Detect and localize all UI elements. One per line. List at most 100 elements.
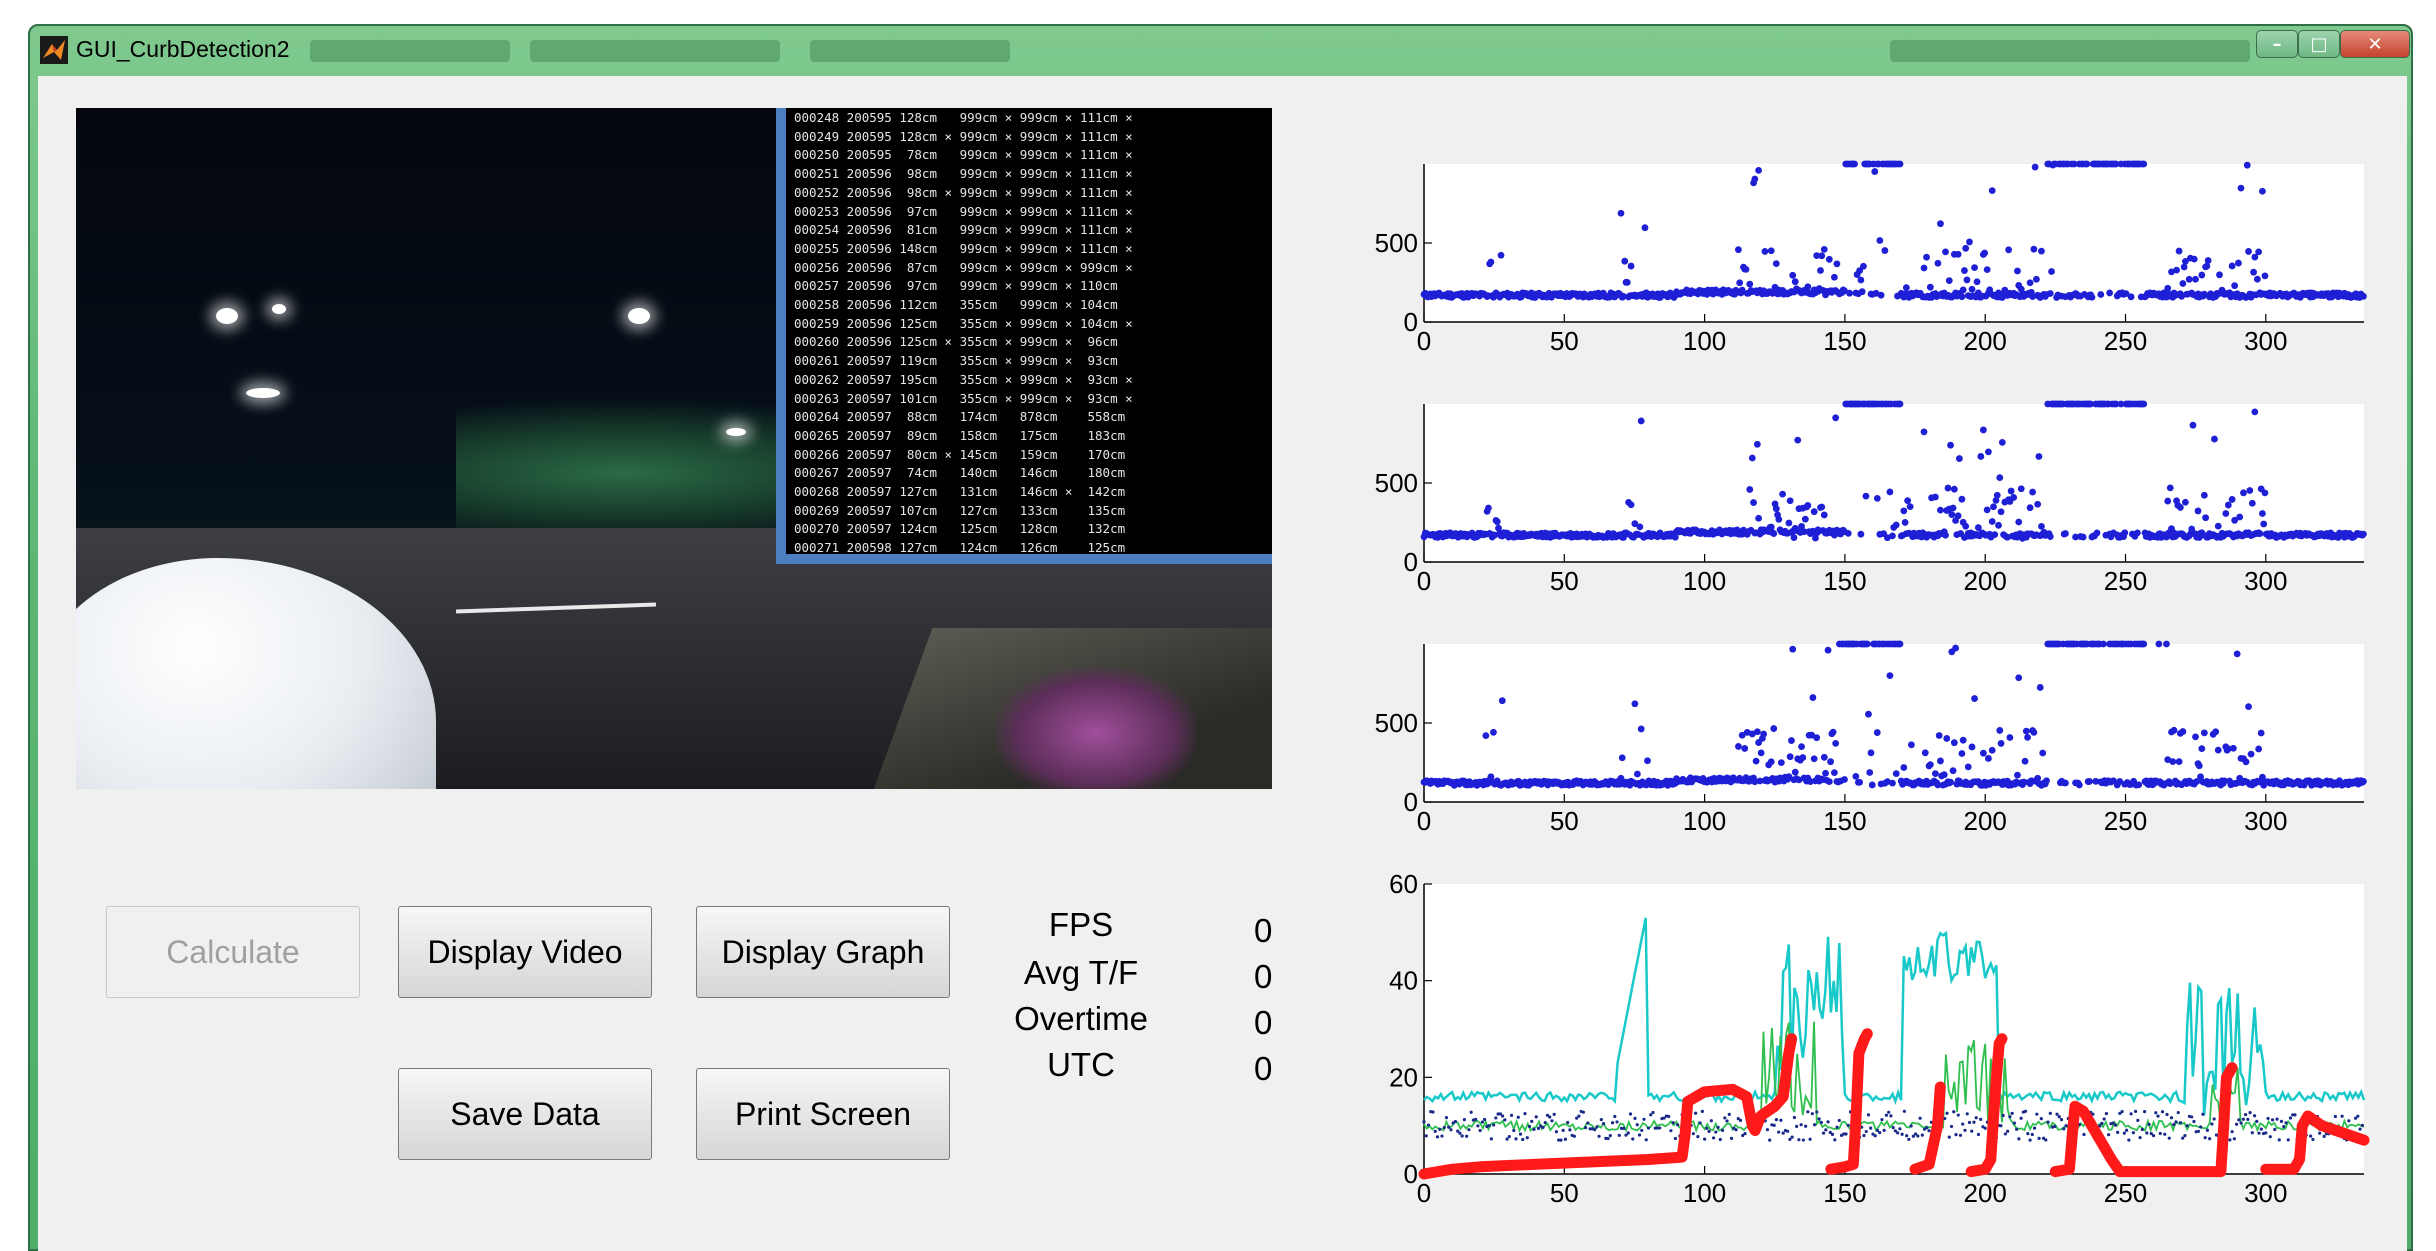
close-button[interactable]: ✕ [2340,30,2410,58]
trace-navy-point [1949,1124,1954,1129]
trace-navy-point [1792,1115,1796,1120]
data-point [2122,290,2130,298]
data-point [2251,253,2259,261]
data-point [1979,749,1987,757]
trace-navy-point [2082,1132,2086,1137]
trace-navy-point [1821,1131,1826,1135]
data-point [2093,529,2101,537]
data-point [1906,503,1914,511]
trace-navy-point [1786,1129,1790,1133]
data-point [1958,293,1966,301]
data-point [1825,778,1833,786]
trace-navy-point [1667,1114,1671,1119]
trace-navy-point [2147,1122,2151,1126]
data-point [2224,501,2232,509]
data-point [2014,267,2021,275]
data-point [1808,731,1816,739]
data-point [1862,492,1870,500]
data-point [1863,640,1871,648]
trace-navy-point [2062,1127,2066,1131]
data-point [2116,778,2124,785]
trace-navy-point [1974,1116,1978,1120]
trace-navy-point [1909,1124,1913,1128]
trace-navy-point [1525,1136,1529,1140]
data-point [1968,285,1976,293]
trace-navy-point [2041,1136,2046,1140]
data-point [1937,220,1944,228]
trace-navy-point [2282,1124,2286,1129]
video-flower-bush [996,668,1196,789]
data-point [2200,729,2208,737]
trace-navy-point [1918,1116,1922,1120]
data-point [1981,249,1989,257]
data-point [1770,530,1778,537]
data-point [1867,749,1875,757]
trace-navy-point [1474,1117,1478,1121]
data-point [2222,510,2230,517]
trace-navy-point [2149,1131,2153,1136]
data-point [2166,780,2174,787]
y-tick-label: 0 [1404,547,1418,577]
data-point [1498,697,1506,705]
save-data-button[interactable]: Save Data [398,1068,652,1160]
trace-navy-point [2205,1128,2210,1132]
trace-navy-point [1911,1134,1915,1138]
trace-navy-point [2118,1111,2122,1115]
data-point [2185,275,2193,283]
x-tick-label: 150 [1823,566,1866,596]
trace-navy-point [2208,1137,2212,1141]
x-tick-label: 200 [1963,1178,2006,1208]
trace-navy-point [1557,1138,1561,1142]
data-point [1618,754,1626,762]
trace-navy-point [1534,1115,1538,1119]
trace-navy-point [1480,1120,1484,1124]
log-line: 000264 200597 88cm 174cm 878cm 558cm [794,409,1126,425]
trace-navy-point [2010,1111,2014,1116]
y-tick-label: 40 [1389,966,1418,996]
print-screen-button[interactable]: Print Screen [696,1068,950,1160]
trace-navy-point [1624,1133,1628,1137]
data-point [1920,428,1928,436]
calculate-button[interactable]: Calculate [106,906,360,998]
maximize-button[interactable]: □ [2298,30,2340,58]
trace-navy-point [1554,1130,1559,1134]
trace-navy-point [2273,1127,2277,1132]
minimize-button[interactable]: – [2256,30,2298,58]
data-point [1756,777,1764,785]
data-point [1786,497,1794,505]
trace-navy-point [1956,1113,1960,1117]
data-point [2360,530,2367,538]
trace-navy-point [2017,1137,2021,1141]
data-point [1937,757,1944,765]
data-point [2121,529,2129,537]
trace-navy-point [1907,1137,1911,1141]
trace-navy-point [2053,1124,2057,1129]
data-point [2140,400,2148,408]
data-point [2048,268,2055,275]
trace-navy-point [1965,1112,1969,1116]
data-point [1738,286,1746,294]
trace-navy-point [1864,1129,1868,1134]
trace-navy-point [2037,1136,2041,1140]
trace-navy-point [1972,1120,1976,1124]
data-point [1937,506,1944,514]
trace-navy-point [2140,1127,2144,1132]
log-line: 000263 200597 101cm 355cm × 999cm × 93cm… [794,390,1133,406]
trace-navy-point [2291,1113,2295,1117]
data-point [1482,732,1490,740]
data-point [1813,734,1821,742]
trace-navy-point [1893,1129,1898,1133]
matlab-icon [40,36,68,64]
display-graph-button[interactable]: Display Graph [696,906,950,998]
trace-navy-point [1873,1134,1877,1138]
trace-navy-point [1577,1114,1581,1118]
data-point [1746,280,1754,288]
trace-navy-point [1467,1128,1471,1132]
display-video-button[interactable]: Display Video [398,906,652,998]
trace-navy-point [2055,1112,2059,1116]
data-point [2200,491,2208,499]
trace-navy-point [1566,1120,1570,1125]
trace-navy-point [1954,1133,1958,1137]
y-tick-label: 0 [1404,307,1418,337]
trace-navy-point [1781,1131,1785,1135]
